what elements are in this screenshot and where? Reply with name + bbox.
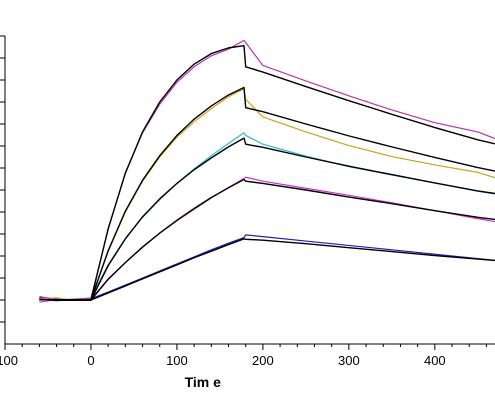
x-axis: -100 0 100 200 300 400: [0, 343, 495, 368]
measured-line-2: [39, 132, 495, 302]
fit-line-8: [39, 86, 495, 301]
x-tick-label: 100: [166, 353, 188, 368]
x-axis-title: Tim e: [185, 374, 222, 390]
fit-line-5: [39, 238, 495, 301]
fit-line-7: [39, 137, 495, 301]
x-tick-label: 0: [87, 353, 94, 368]
fit-line-9: [39, 44, 495, 301]
x-tick-label: 300: [338, 353, 360, 368]
fit-line-6: [39, 178, 495, 301]
x-tick-label: -100: [0, 353, 18, 368]
x-tick-label: 200: [252, 353, 274, 368]
y-axis: [0, 35, 6, 344]
x-tick-label: 400: [424, 353, 446, 368]
measured-line-0: [39, 234, 495, 301]
measured-line-1: [39, 176, 495, 303]
series-layer: [39, 39, 495, 303]
measured-line-4: [39, 39, 495, 301]
